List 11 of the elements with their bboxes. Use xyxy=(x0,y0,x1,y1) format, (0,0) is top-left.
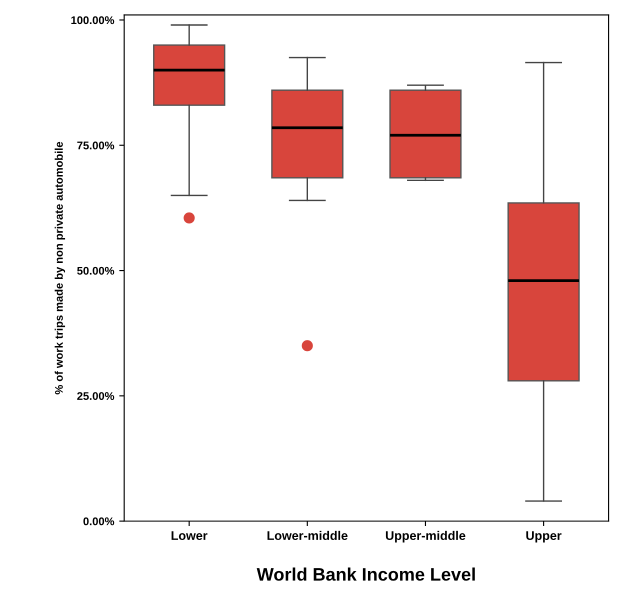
y-tick-label: 75.00% xyxy=(77,142,114,150)
x-tick-label: Upper-middle xyxy=(386,530,466,543)
y-tick-label: 100.00% xyxy=(71,16,114,24)
x-axis-title: World Bank Income Level xyxy=(256,568,475,581)
y-axis-title: % of work trips made by non private automobile xyxy=(54,142,66,394)
x-tick-label: Upper xyxy=(526,531,562,543)
y-tick-label: 50.00% xyxy=(77,266,114,275)
y-tick-label: 0.00% xyxy=(83,517,114,526)
x-tick-label: Lower xyxy=(172,531,208,540)
y-tick-label: 25.00% xyxy=(77,392,114,400)
x-tick-label: Lower-middle xyxy=(268,530,348,540)
